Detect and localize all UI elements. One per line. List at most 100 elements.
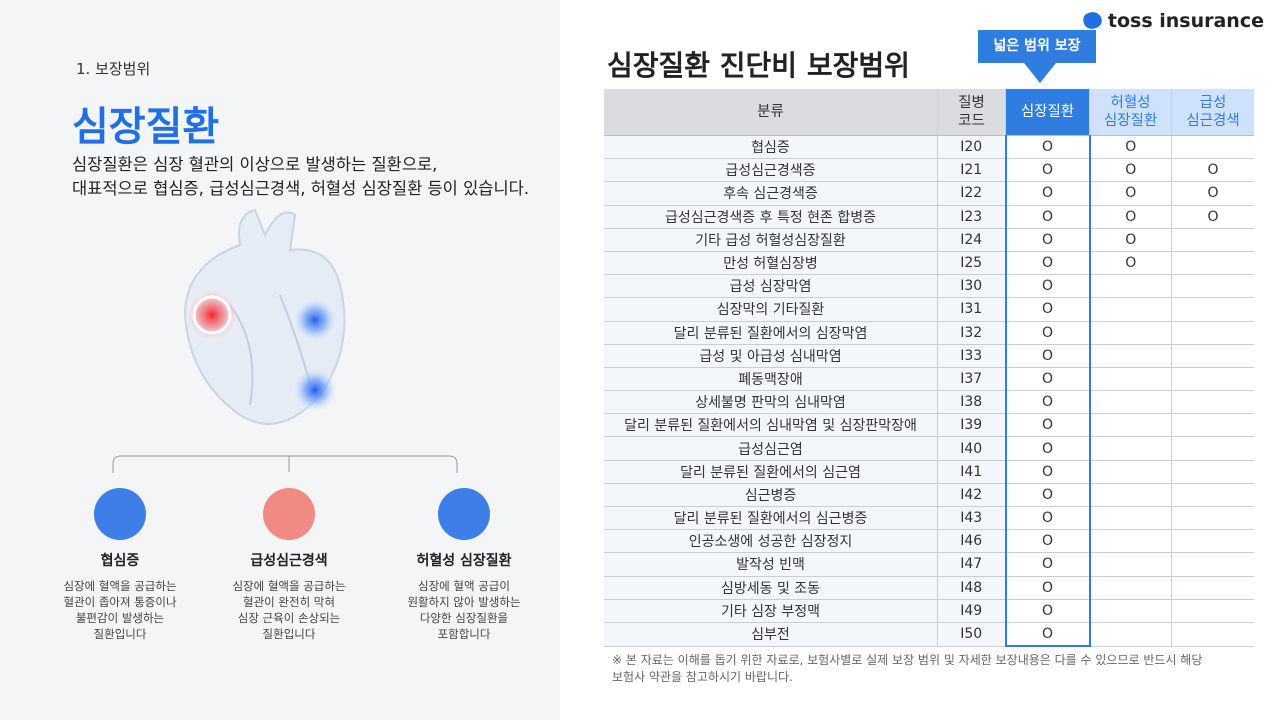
table-row: 급성 심장막염 I30 O [604,274,1254,299]
table-cell: O [1089,228,1172,252]
table-cell: O [1171,205,1254,229]
table-cell: I47 [937,552,1006,577]
card-icon [438,488,490,540]
card-line: 다양한 심장질환을 [419,611,509,625]
table-cell [1089,529,1172,554]
table-row: 기타 심장 부정맥 I49 O [604,599,1254,623]
table-cell: 달리 분류된 질환에서의 심근염 [604,460,938,484]
card-title: 협심증 [100,553,140,569]
table-cell: O [1004,436,1091,461]
table-cell: 상세불명 판막의 심내막염 [604,390,938,415]
table-row: 심부전 I50 O [604,622,1254,648]
table-row: 인공소생에 성공한 심장정지 I46 O [604,529,1254,554]
title: 심장질환 [72,104,220,150]
card-title: 허혈성 심장질환 [416,553,512,569]
table-cell: O [1089,181,1172,206]
table-cell: 달리 분류된 질환에서의 심근병증 [604,506,938,531]
table-cell [1171,228,1254,252]
card-text: 심장에 혈액을 공급하는 혈관이 좁아져 통증이나 불편감이 발생하는 질환입니다 [35,578,205,642]
table-row: 달리 분류된 질환에서의 심근병증 I43 O [604,506,1254,531]
table-cell: O [1004,390,1091,415]
table-cell [1089,367,1172,392]
table-cell [1089,436,1172,461]
table-cell: I43 [937,506,1006,531]
table-cell: 기타 급성 허혈성심장질환 [604,228,938,252]
section-label: 1. 보장범위 [76,60,151,78]
table-cell: O [1004,599,1091,623]
table-cell: 발작성 빈맥 [604,552,938,577]
card-line: 혈관이 완전히 막혀 [243,595,335,609]
table-cell [1089,460,1172,484]
header-line: 허혈성 [1110,95,1151,111]
table-cell: O [1004,274,1091,299]
table-cell: I21 [937,158,1006,183]
table-cell: O [1004,135,1091,160]
table-cell: I41 [937,460,1006,484]
table-cell: O [1004,622,1091,648]
callout: 넓은 범위 보장 [978,30,1096,63]
table-cell: O [1004,344,1091,368]
description: 심장질환은 심장 혈관의 이상으로 발생하는 질환으로, 대표적으로 협심증, 급… [72,153,529,201]
table-cell [1171,344,1254,368]
card-icon [263,488,315,540]
header-line: 분류 [757,104,784,120]
table-cell: I30 [937,274,1006,299]
table-row: 달리 분류된 질환에서의 심근염 I41 O [604,460,1254,484]
table-cell: 달리 분류된 질환에서의 심내막염 및 심장판막장애 [604,413,938,438]
table-cell: 후속 심근경색증 [604,181,938,206]
left-panel: 1. 보장범위 심장질환 심장질환은 심장 혈관의 이상으로 발생하는 질환으로… [0,0,560,720]
card: 급성심근경색 심장에 혈액을 공급하는 혈관이 완전히 막혀 심장 근육이 손상되는 질… [204,488,374,642]
table-cell: I38 [937,390,1006,415]
table-cell [1171,506,1254,531]
table-cell [1089,622,1172,647]
table-cell: O [1171,181,1254,206]
table-cell: O [1004,205,1091,229]
table-cell: O [1004,181,1091,206]
table-row: 발작성 빈맥 I47 O [604,552,1254,577]
card-line: 혈관이 좁아져 통증이나 [63,595,177,609]
table-cell: O [1004,576,1091,600]
table-cell [1171,413,1254,438]
table-row: 심방세동 및 조동 I48 O [604,576,1254,600]
table-cell: I40 [937,436,1006,461]
table-cell [1171,135,1254,160]
table-cell [1089,321,1172,345]
table-cell [1171,552,1254,577]
table-cell: I25 [937,251,1006,276]
table-cell: I20 [937,135,1006,160]
table-cell: I46 [937,529,1006,554]
table-cell: 기타 심장 부정맥 [604,599,938,623]
table-cell: I22 [937,181,1006,206]
header-line: 심장질환 [1020,104,1075,120]
table-row: 달리 분류된 질환에서의 심장막염 I32 O [604,321,1254,345]
table-cell [1171,390,1254,415]
table-cell: O [1004,297,1091,322]
description-line: 심장질환은 심장 혈관의 이상으로 발생하는 질환으로, [72,155,438,174]
table-cell: O [1004,483,1091,508]
table-cell [1171,436,1254,461]
header-row: 분류 질병 코드 심장질환 허혈성 심장질환 급성 심근경색 [604,89,1254,136]
table-cell [1089,552,1172,577]
table-cell: O [1004,506,1091,531]
table-cell [1089,483,1172,508]
card-title: 급성심근경색 [250,553,328,569]
table-cell: I23 [937,205,1006,229]
table-row: 급성심근경색증 후 특정 현존 합병증 I23 O O O [604,205,1254,229]
table-cell [1089,390,1172,415]
header-line: 질병 [958,95,985,111]
header-cell: 급성 심근경색 [1171,89,1254,136]
table-cell: 급성심근경색증 [604,158,938,183]
callout-arrow [1024,63,1056,83]
table-cell [1089,576,1172,600]
table-cell [1171,274,1254,299]
table-row: 만성 허혈심장병 I25 O O [604,251,1254,276]
card-line: 심장 근육이 손상되는 [237,611,341,625]
table-row: 심근병증 I42 O [604,483,1254,508]
table-row: 급성 및 아급성 심내막염 I33 O [604,344,1254,368]
table-cell: 인공소생에 성공한 심장정지 [604,529,938,554]
header-cell: 심장질환 [1005,89,1090,136]
card-text: 심장에 혈액 공급이 원활하지 않아 발생하는 다양한 심장질환을 포함합니다 [379,578,549,642]
header-line: 급성 [1199,95,1227,111]
table-cell: O [1004,413,1091,438]
